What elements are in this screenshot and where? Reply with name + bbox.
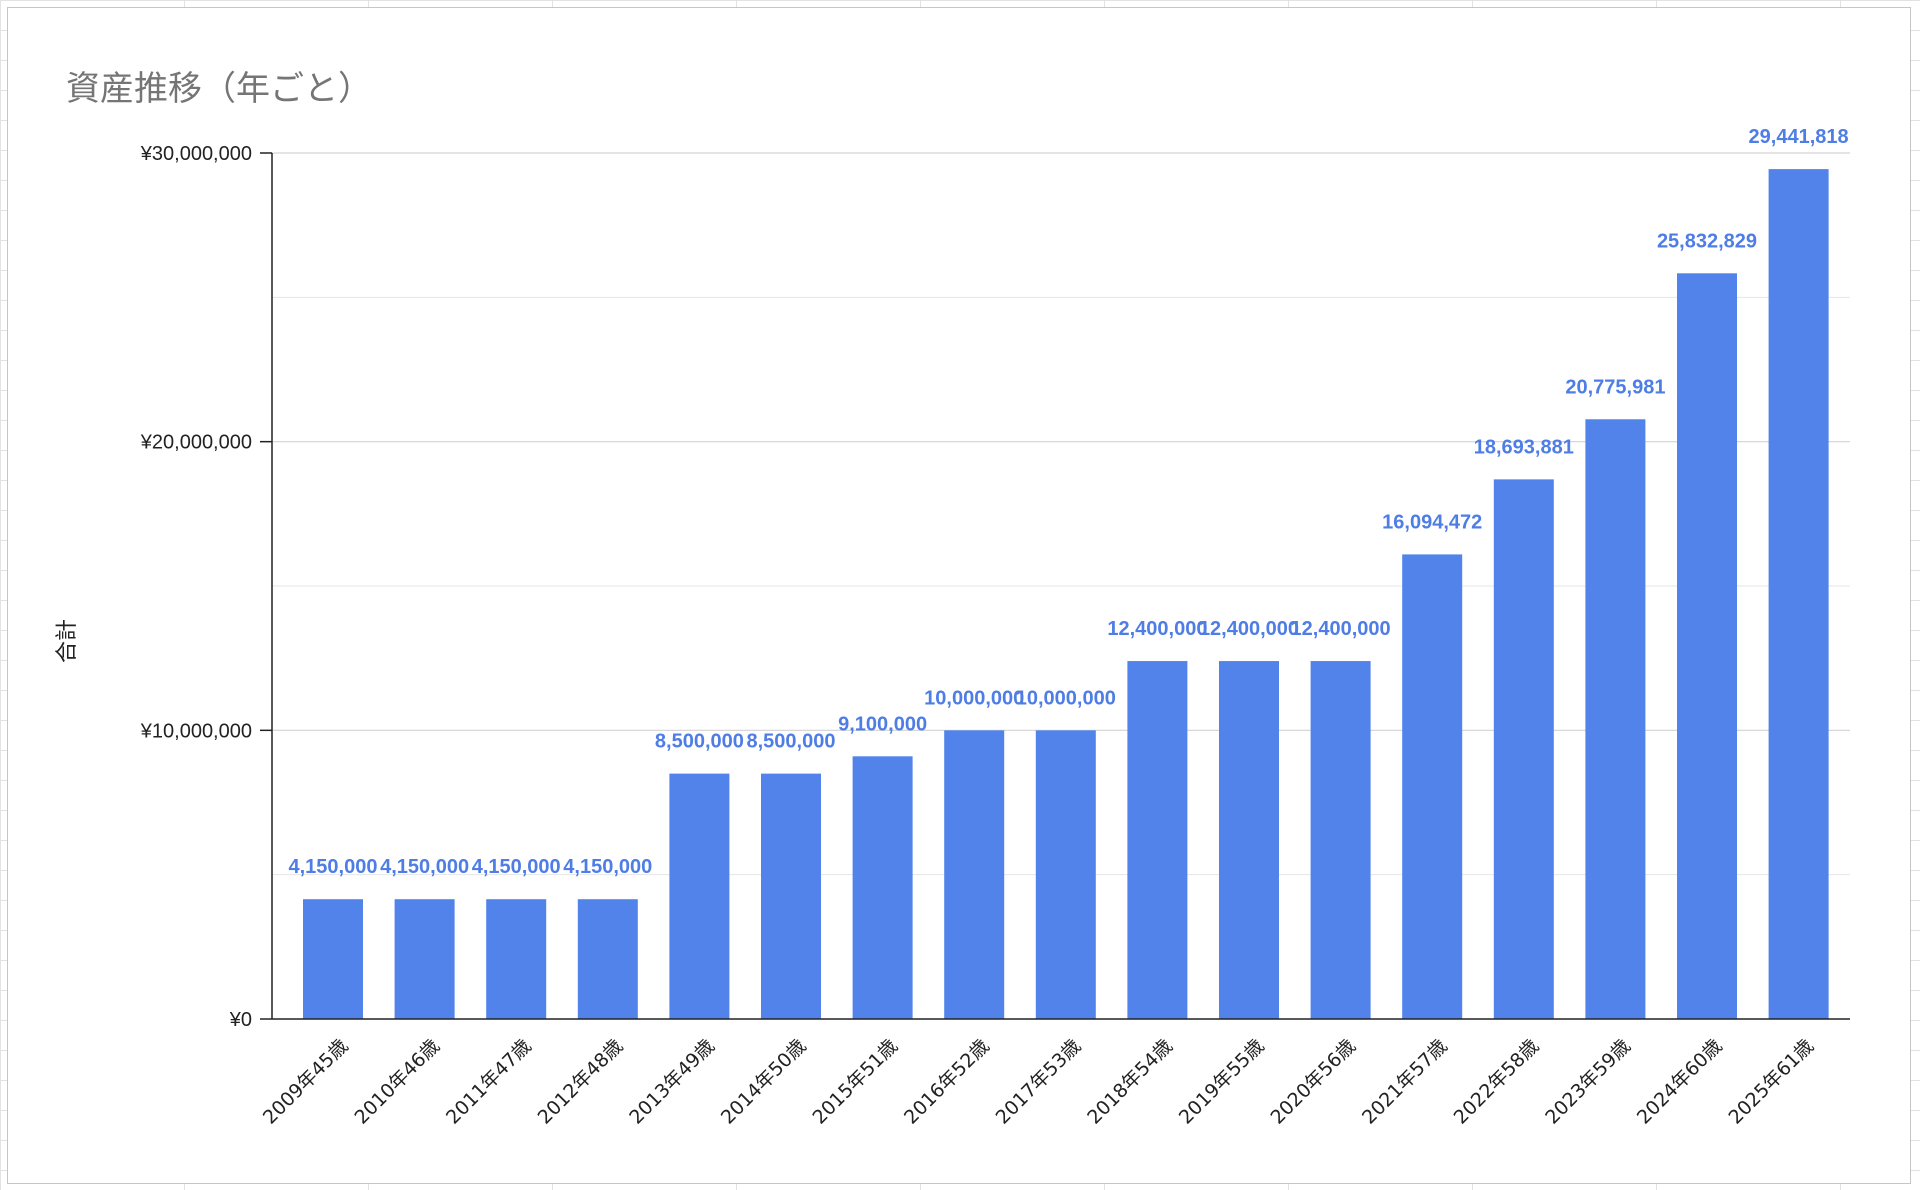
data-label: 4,150,000 — [563, 856, 652, 878]
data-label: 25,832,829 — [1657, 230, 1757, 252]
x-tick-label: 2019年55歳 — [1175, 1035, 1269, 1129]
bar — [1768, 169, 1829, 1019]
x-tick-label: 2014年50歳 — [717, 1035, 811, 1129]
data-label: 10,000,000 — [924, 687, 1024, 709]
bar — [1127, 661, 1188, 1019]
data-labels: 4,150,000 4,150,000 4,150,000 4,150,0008,50… — [289, 126, 1849, 878]
data-label: 8,500,000 — [747, 731, 836, 753]
chart-title: 資産推移（年ごと） — [66, 69, 372, 109]
x-tick-label: 2025年61歳 — [1724, 1035, 1818, 1129]
x-tick-label: 2010年46歳 — [350, 1035, 444, 1129]
x-tick-label: 2015年51歳 — [808, 1035, 902, 1129]
x-tick-label: 2011年47歳 — [442, 1035, 536, 1129]
bar — [852, 756, 913, 1019]
bar — [1493, 479, 1554, 1019]
data-label: 16,094,472 — [1382, 511, 1482, 533]
axes — [260, 152, 1850, 1020]
bar — [1585, 419, 1646, 1019]
data-label: 18,693,881 — [1474, 436, 1574, 458]
bar — [486, 899, 547, 1019]
data-label: 10,000,000 — [1016, 687, 1116, 709]
data-label: 12,400,000 — [1291, 618, 1391, 640]
data-label: 4,150,000 — [380, 856, 469, 878]
y-tick-label: ¥20,000,000 — [140, 432, 252, 454]
bar — [944, 730, 1005, 1019]
x-tick-label: 2022年58歳 — [1450, 1035, 1544, 1129]
bar — [303, 899, 363, 1019]
data-label: 8,500,000 — [655, 731, 744, 753]
x-tick-label: 2017年53歳 — [992, 1035, 1086, 1129]
bar — [1035, 730, 1096, 1019]
x-tick-label: 2012年48歳 — [534, 1035, 628, 1129]
bar — [1677, 273, 1737, 1019]
x-tick-label: 2016年52歳 — [900, 1035, 994, 1129]
y-tick-label: ¥0 — [229, 1009, 252, 1031]
data-label: 4,150,000 — [472, 856, 561, 878]
x-tick-label: 2024年60歳 — [1633, 1035, 1727, 1129]
x-tick-label: 2013年49歳 — [625, 1035, 719, 1129]
y-tick-labels: ¥0 ¥10,000,000 ¥20,000,000 ¥30,000,000 — [140, 143, 252, 1031]
bar — [669, 773, 730, 1019]
bar — [394, 899, 455, 1019]
x-tick-label: 2023年59歳 — [1541, 1035, 1635, 1129]
bar — [761, 773, 821, 1019]
bar — [1402, 554, 1463, 1019]
y-tick-label: ¥30,000,000 — [140, 143, 252, 165]
data-label: 12,400,000 — [1107, 618, 1207, 640]
data-label: 20,775,981 — [1565, 376, 1665, 398]
bar — [577, 899, 638, 1019]
bars — [303, 169, 1829, 1019]
chart-container[interactable]: 資産推移（年ごと） ¥0 ¥10,000,000 ¥20,000,000 ¥30,00… — [7, 7, 1911, 1184]
data-label: 29,441,818 — [1749, 126, 1849, 148]
x-tick-label: 2018年54歳 — [1083, 1035, 1177, 1129]
bar — [1310, 661, 1371, 1019]
y-axis-title: 合計 — [55, 619, 80, 663]
x-tick-label: 2009年45歳 — [259, 1035, 353, 1129]
data-label: 12,400,000 — [1199, 618, 1299, 640]
bar-chart: 資産推移（年ごと） ¥0 ¥10,000,000 ¥20,000,000 ¥30,00… — [55, 69, 1850, 1129]
x-tick-label: 2021年57歳 — [1358, 1035, 1452, 1129]
x-tick-label: 2020年56歳 — [1266, 1035, 1360, 1129]
x-tick-labels: 2009年45歳2010年46歳2011年47歳2012年48歳2013年49歳… — [259, 1035, 1818, 1129]
bar — [1219, 661, 1279, 1019]
data-label: 9,100,000 — [838, 713, 927, 735]
data-label: 4,150,000 — [289, 856, 378, 878]
y-tick-label: ¥10,000,000 — [140, 720, 252, 742]
